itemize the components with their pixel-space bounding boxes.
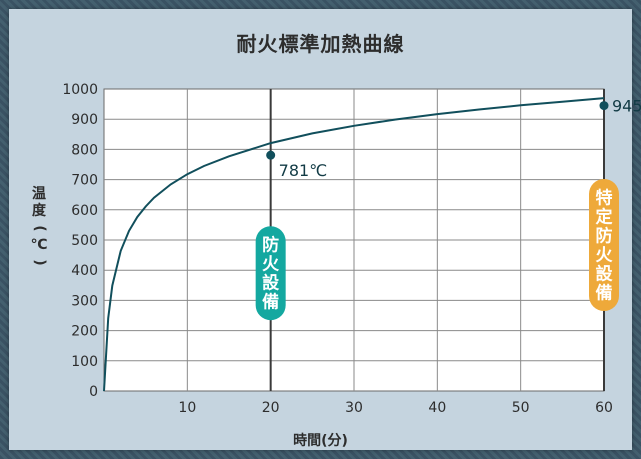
y-axis-label-char: ℃ [30,237,48,253]
annotation-char: 火 [262,255,280,275]
annotation-char: 設 [596,264,614,285]
y-axis-label-char: 度 [32,203,46,219]
y-tick-label: 1000 [62,82,98,98]
annotation-pill [589,179,619,311]
y-tick-label: 400 [71,263,98,279]
annotation-char: 防 [262,235,279,256]
y-tick-label: 700 [71,173,98,189]
y-tick-label: 600 [71,203,98,219]
heating-curve-line [103,97,605,392]
x-tick-label: 50 [512,400,530,416]
data-marker-label: 945℃ [612,97,641,116]
annotation-char: 定 [596,207,613,228]
y-tick-label: 100 [71,354,98,370]
y-axis-label-char: 温 [32,186,46,202]
y-tick-label: 800 [71,142,98,158]
x-tick-label: 10 [178,400,196,416]
x-tick-label: 60 [595,400,613,416]
x-tick-label: 20 [262,400,280,416]
annotation-char: 設 [262,273,280,294]
annotation-char: 備 [596,283,613,304]
x-tick-label: 40 [428,400,446,416]
annotation-pill [255,226,286,321]
y-tick-label: 500 [71,233,98,249]
y-tick-label: 200 [71,324,98,340]
annotation-char: 防 [596,226,613,247]
data-marker-label: 781℃ [279,161,328,180]
annotation-char: 備 [262,292,279,313]
annotation-char: 特 [596,188,613,209]
x-tick-label: 30 [345,400,363,416]
data-marker [599,101,609,111]
chart-title: 耐火標準加熱曲線 [236,32,405,56]
y-axis-label: 温度(℃) [30,186,48,271]
y-tick-label: 300 [71,293,98,309]
y-tick-label: 900 [71,112,98,128]
y-tick-label: 0 [89,384,98,400]
x-axis-label: 時間(分) [293,433,348,449]
data-marker [266,150,276,160]
annotation-char: 火 [596,246,614,266]
